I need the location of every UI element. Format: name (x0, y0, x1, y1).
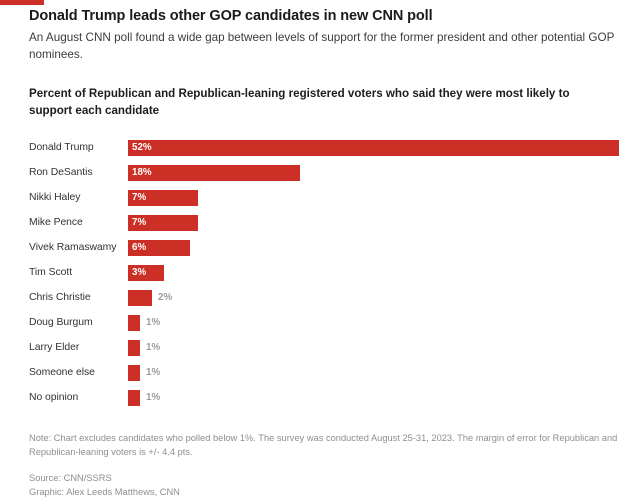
chart-title: Percent of Republican and Republican-lea… (29, 86, 609, 119)
bar-fill (128, 365, 140, 381)
bar-row: Chris Christie 2% (29, 285, 626, 310)
bar-fill: 7% (128, 215, 198, 231)
bar-value-label: 52% (128, 143, 152, 153)
source-line: Source: CNN/SSRS (29, 472, 626, 486)
bar-track: 1% (128, 365, 626, 381)
bar-track: 18% (128, 165, 626, 181)
bar-category-label: Mike Pence (29, 217, 128, 229)
chart-footer: Note: Chart excludes candidates who poll… (29, 432, 626, 499)
page-title: Donald Trump leads other GOP candidates … (29, 7, 626, 25)
bar-value-label: 3% (128, 268, 146, 278)
bar-category-label: Chris Christie (29, 292, 128, 304)
bar-fill: 7% (128, 190, 198, 206)
bar-track: 3% (128, 265, 626, 281)
bar-category-label: Doug Burgum (29, 317, 128, 329)
bar-row: Larry Elder 1% (29, 335, 626, 360)
bar-track: 7% (128, 190, 626, 206)
bar-fill (128, 290, 152, 306)
bar-fill (128, 315, 140, 331)
bar-value-label: 18% (128, 168, 152, 178)
bar-track: 1% (128, 390, 626, 406)
bar-fill: 52% (128, 140, 619, 156)
bar-row: Someone else 1% (29, 360, 626, 385)
bar-category-label: Ron DeSantis (29, 167, 128, 179)
bar-category-label: Vivek Ramaswamy (29, 242, 128, 254)
bar-track: 1% (128, 315, 626, 331)
bar-value-label: 1% (140, 318, 160, 328)
bar-fill: 18% (128, 165, 300, 181)
bar-fill (128, 390, 140, 406)
bar-value-label: 7% (128, 193, 146, 203)
chart-note: Note: Chart excludes candidates who poll… (29, 432, 626, 459)
bar-category-label: Nikki Haley (29, 192, 128, 204)
bar-category-label: No opinion (29, 392, 128, 404)
graphic-credit-line: Graphic: Alex Leeds Matthews, CNN (29, 486, 626, 499)
bar-category-label: Donald Trump (29, 142, 128, 154)
bar-row: Doug Burgum 1% (29, 310, 626, 335)
bar-fill: 3% (128, 265, 164, 281)
bar-track: 52% (128, 140, 626, 156)
bar-track: 2% (128, 290, 626, 306)
chart-container: Percent of Republican and Republican-lea… (29, 86, 626, 410)
page-subtitle: An August CNN poll found a wide gap betw… (29, 30, 621, 63)
bar-value-label: 6% (128, 243, 146, 253)
bar-value-label: 1% (140, 368, 160, 378)
bar-value-label: 7% (128, 218, 146, 228)
bar-track: 7% (128, 215, 626, 231)
bar-category-label: Larry Elder (29, 342, 128, 354)
bar-category-label: Tim Scott (29, 267, 128, 279)
infographic-card: Donald Trump leads other GOP candidates … (0, 0, 640, 457)
bar-value-label: 1% (140, 343, 160, 353)
bar-fill: 6% (128, 240, 190, 256)
bar-track: 1% (128, 340, 626, 356)
source-block: Source: CNN/SSRS Graphic: Alex Leeds Mat… (29, 472, 626, 499)
bar-value-label: 2% (152, 293, 172, 303)
bar-category-label: Someone else (29, 367, 128, 379)
bar-fill (128, 340, 140, 356)
bar-row: No opinion 1% (29, 385, 626, 410)
bar-value-label: 1% (140, 393, 160, 403)
bar-track: 6% (128, 240, 626, 256)
